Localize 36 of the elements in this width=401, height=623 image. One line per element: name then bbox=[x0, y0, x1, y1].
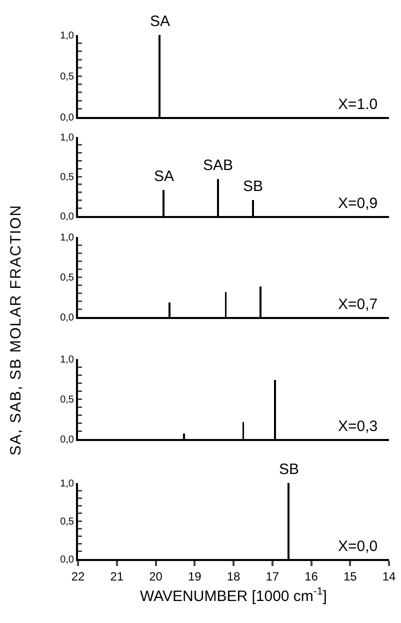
y-tick-label: 0,5 bbox=[60, 172, 74, 183]
annotation: X=0,7 bbox=[338, 296, 378, 313]
annotation: X=1.0 bbox=[338, 96, 378, 113]
y-tick-label: 0,5 bbox=[60, 272, 74, 284]
annotation: X=0,9 bbox=[338, 195, 378, 212]
annotation: SA bbox=[150, 13, 170, 30]
y-tick-label: 0,0 bbox=[60, 312, 74, 324]
y-tick-label: 1,0 bbox=[60, 354, 74, 366]
annotation: X=0,3 bbox=[338, 418, 378, 435]
y-tick-label: 1,0 bbox=[60, 232, 74, 244]
x-tick-label: 16 bbox=[304, 569, 318, 584]
y-tick-label: 0,0 bbox=[60, 112, 74, 124]
y-tick-label: 0,5 bbox=[60, 394, 74, 406]
y-tick-label: 0,0 bbox=[60, 212, 74, 222]
y-tick-label: 0,0 bbox=[60, 434, 74, 446]
y-tick-label: 1,0 bbox=[60, 478, 74, 490]
annotation: X=0,0 bbox=[338, 538, 378, 555]
annotation: SAB bbox=[203, 157, 234, 174]
y-axis-title: SA, SAB, SB MOLAR FRACTION bbox=[8, 204, 24, 456]
x-tick-label: 21 bbox=[110, 569, 124, 584]
x-axis-title: WAVENUMBER [1000 cm$^{-1}$] bbox=[140, 586, 327, 605]
x-tick-label: 18 bbox=[226, 569, 240, 584]
x-tick-label: 22 bbox=[71, 569, 85, 584]
x-tick-label: 20 bbox=[149, 569, 163, 584]
x-tick-label: 14 bbox=[382, 569, 396, 584]
annotation: SB bbox=[243, 178, 264, 195]
y-tick-label: 1,0 bbox=[60, 132, 74, 144]
x-tick-label: 19 bbox=[188, 569, 202, 584]
y-tick-label: 0,5 bbox=[60, 72, 74, 82]
y-tick-label: 1,0 bbox=[60, 30, 74, 42]
x-tick-label: 15 bbox=[343, 569, 358, 584]
y-tick-label: 0,0 bbox=[60, 554, 74, 566]
annotation: SA bbox=[154, 168, 174, 185]
annotation: SB bbox=[279, 461, 300, 478]
y-tick-label: 0,5 bbox=[60, 516, 74, 528]
x-tick-label: 17 bbox=[266, 569, 280, 584]
